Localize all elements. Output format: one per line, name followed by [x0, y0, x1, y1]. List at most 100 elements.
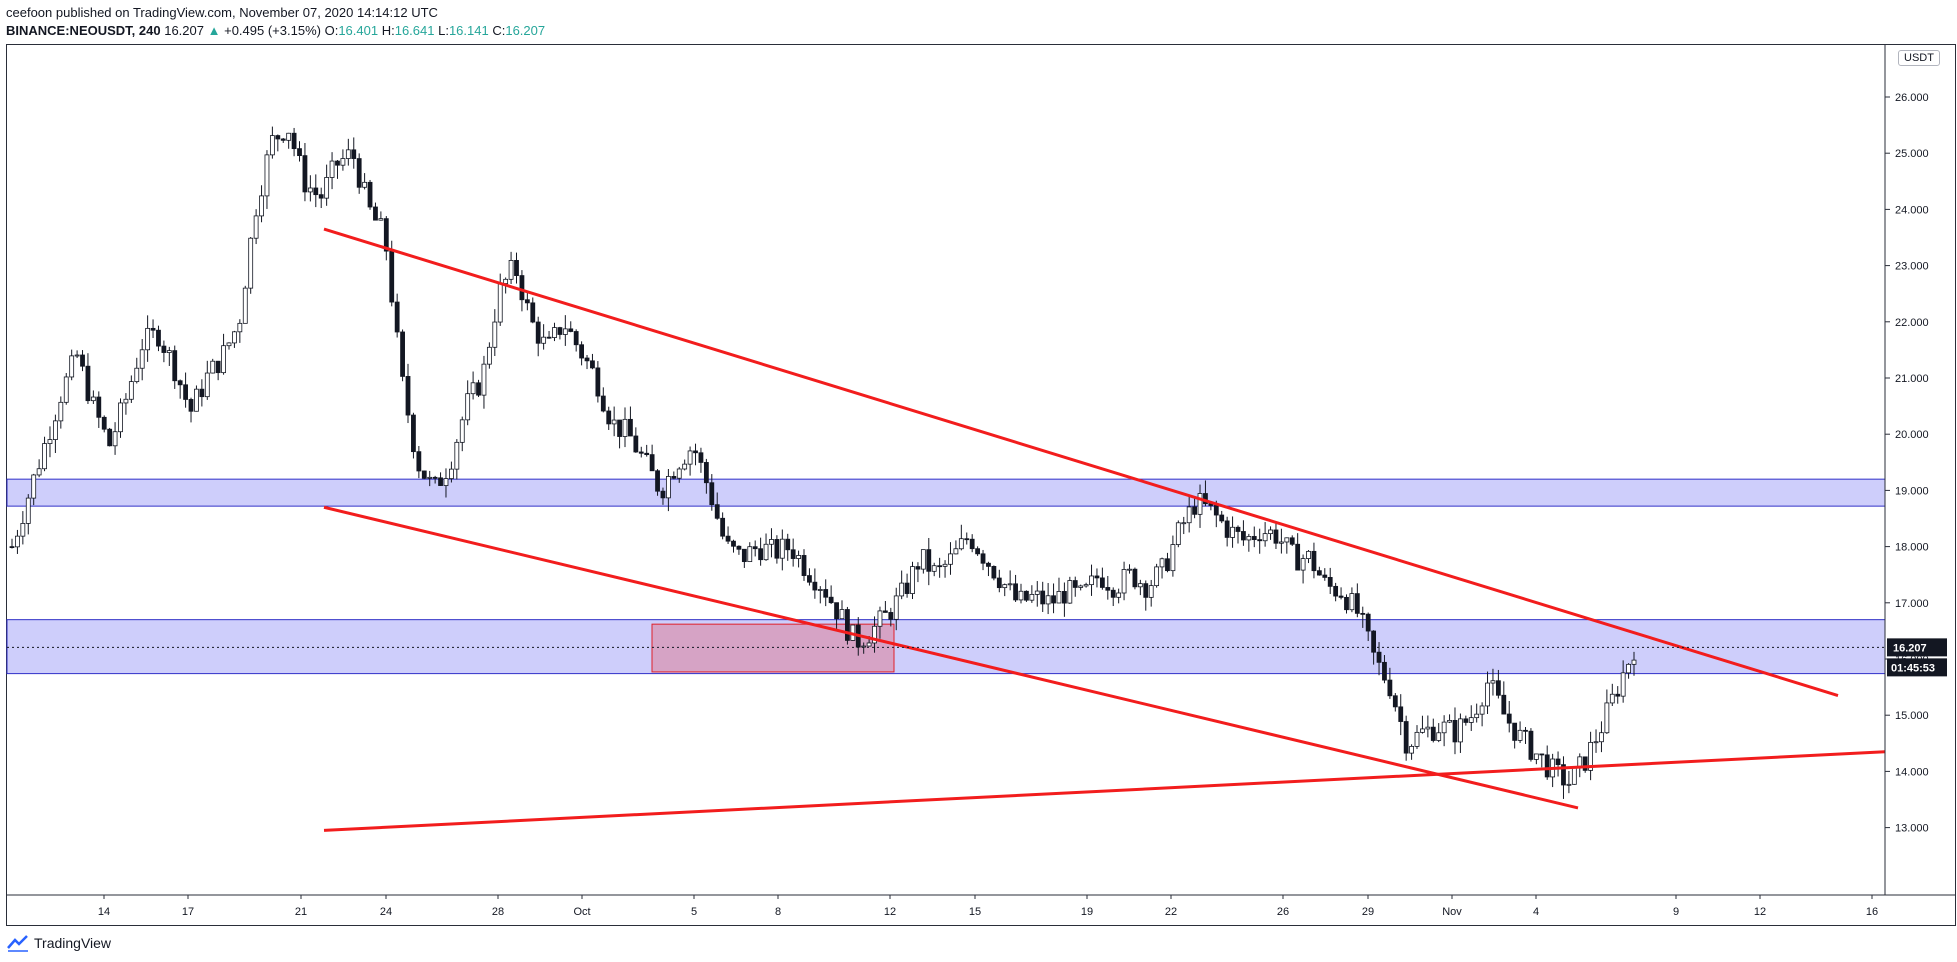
candle-body — [552, 327, 557, 338]
candle-body — [1626, 663, 1631, 674]
candle-body — [454, 441, 460, 470]
candle-body — [15, 535, 20, 548]
candle-body — [568, 328, 574, 332]
low-value: 16.141 — [448, 23, 489, 38]
candle-body — [1289, 537, 1295, 545]
candle-body — [991, 565, 997, 579]
candle-body — [1555, 758, 1561, 766]
candle-body — [1159, 558, 1165, 568]
candle-body — [1067, 580, 1073, 604]
change-value: +0.495 (+3.15%) — [224, 23, 321, 38]
candle-body — [622, 418, 628, 437]
brand-label: TradingView — [34, 935, 112, 951]
footer-brand[interactable]: TradingView — [6, 934, 111, 952]
candle-body — [1371, 630, 1377, 653]
candle-body — [834, 602, 839, 620]
candle-body — [291, 132, 297, 150]
candle-body — [1295, 543, 1301, 571]
candle-body — [204, 372, 210, 398]
price-tick-label: 24.000 — [1895, 204, 1929, 216]
candle-body — [703, 462, 709, 484]
candle-body — [785, 538, 791, 551]
candle-body — [736, 545, 742, 550]
candle-body — [362, 181, 368, 188]
candle-body — [1349, 593, 1355, 611]
candle-body — [931, 565, 937, 572]
candle-body — [1262, 533, 1268, 542]
candle-body — [1154, 566, 1160, 587]
candle-body — [1018, 590, 1024, 601]
candle-body — [1463, 718, 1469, 723]
candle-body — [942, 563, 948, 567]
candle-body — [774, 539, 780, 559]
candle-body — [1273, 529, 1279, 544]
candle-body — [1110, 589, 1116, 598]
candle-body — [1582, 756, 1588, 771]
countdown-label: 01:45:53 — [1891, 662, 1935, 674]
candle-body — [123, 398, 129, 404]
candle-body — [1365, 613, 1371, 632]
candle-body — [823, 589, 829, 598]
candle-body — [1181, 522, 1187, 525]
price-chart[interactable]: 26.000 25.000 24.000 23.000 22.000 21.000 20.0… — [0, 0, 1957, 930]
candle-body — [926, 549, 932, 572]
price-tick-label: 18.000 — [1895, 542, 1929, 554]
candle-body — [888, 612, 894, 620]
candle-body — [828, 596, 834, 604]
candle-body — [286, 132, 292, 141]
open-value: 16.401 — [338, 23, 379, 38]
candle-body — [134, 367, 140, 383]
candle-body — [535, 321, 541, 344]
candle-body — [25, 497, 31, 524]
candle-body — [1089, 575, 1094, 586]
candle-body — [595, 367, 601, 397]
time-tick-label: 29 — [1362, 906, 1374, 918]
candle-body — [1127, 568, 1132, 571]
candle-body — [31, 474, 37, 499]
candle-body — [1072, 580, 1078, 588]
current-price-tag — [1887, 638, 1947, 657]
candle-body — [221, 345, 226, 374]
candle-body — [1387, 679, 1393, 697]
candle-body — [693, 450, 698, 454]
candle-body — [486, 346, 492, 365]
time-tick-label: 8 — [775, 906, 781, 918]
candle-body — [1230, 526, 1235, 538]
candle-body — [671, 476, 677, 479]
candle-body — [1609, 693, 1615, 704]
candle-body — [1447, 719, 1452, 723]
open-label: O: — [324, 23, 339, 38]
countdown-tag — [1887, 658, 1947, 677]
candle-body — [1121, 569, 1127, 594]
candle-body — [1224, 520, 1230, 538]
candle-body — [709, 482, 715, 506]
candle-body — [1219, 514, 1225, 522]
candle-body — [232, 331, 237, 344]
candle-body — [752, 546, 758, 550]
candle-body — [210, 360, 216, 374]
candle-body — [1175, 522, 1181, 545]
currency-badge[interactable]: USDT — [1898, 50, 1940, 66]
candle-body — [807, 575, 812, 583]
candle-body — [958, 538, 964, 550]
candle-body — [1615, 693, 1621, 697]
candle-body — [259, 195, 264, 217]
candle-body — [1512, 722, 1518, 741]
candle-body — [139, 349, 145, 369]
candle-body — [1414, 731, 1420, 747]
candle-body — [1029, 594, 1035, 601]
candle-body — [248, 237, 254, 289]
candle-body — [1268, 529, 1273, 535]
time-tick-label: 26 — [1277, 906, 1289, 918]
lower-zone — [6, 619, 1886, 675]
close-label: C: — [492, 23, 506, 38]
channel-bottom — [323, 505, 1579, 810]
candle-body — [188, 399, 194, 412]
candle-body — [660, 490, 666, 499]
time-tick-label: 16 — [1866, 906, 1878, 918]
candle-body — [492, 321, 498, 348]
candle-body — [63, 376, 69, 403]
candle-body — [698, 452, 704, 463]
candle-body — [1495, 680, 1501, 696]
candle-body — [779, 538, 785, 559]
